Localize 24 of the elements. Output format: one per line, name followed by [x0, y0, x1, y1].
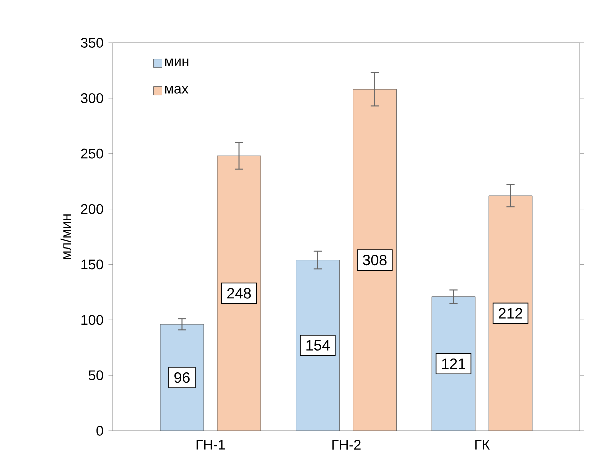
y-axis-title: мл/мин [60, 214, 72, 260]
bar [353, 89, 397, 431]
legend-label: мин [165, 58, 189, 66]
legend-label: мах [165, 86, 189, 94]
x-tick-label: ГН-2 [332, 440, 361, 450]
data-label: 248 [228, 288, 252, 299]
y-tick-label: 250 [81, 148, 104, 159]
data-label: 308 [363, 254, 387, 266]
y-tick-label: 100 [82, 315, 104, 326]
data-label: 212 [499, 308, 522, 319]
data-label: 121 [442, 358, 466, 370]
bar [488, 196, 533, 431]
y-tick-label: 50 [88, 370, 104, 381]
x-tick-label: ГН-1 [196, 440, 226, 450]
y-tick-label: 350 [81, 38, 104, 48]
y-tick-label: 200 [81, 204, 104, 214]
y-tick-label: 0 [96, 426, 104, 436]
y-tick-label: 150 [82, 260, 104, 270]
data-label: 154 [306, 340, 330, 351]
y-tick-label: 300 [81, 93, 104, 104]
bar [217, 156, 262, 431]
data-label: 96 [174, 372, 190, 384]
bar [296, 260, 340, 431]
x-tick-label: ГК [476, 440, 490, 450]
